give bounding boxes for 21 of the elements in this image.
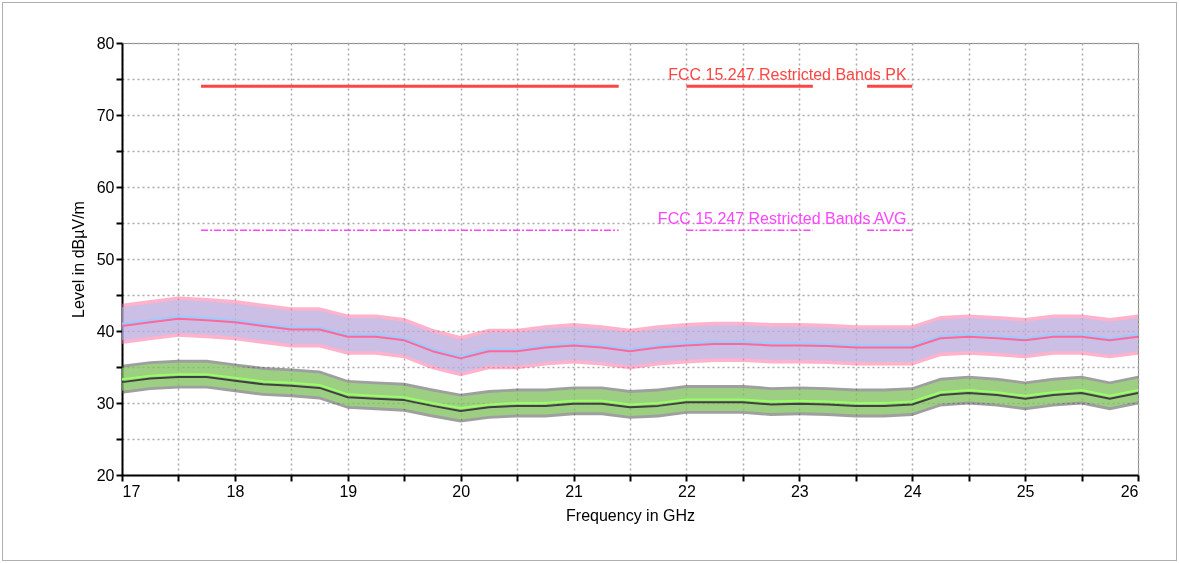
- x-tick-label: 17: [122, 482, 141, 500]
- y-axis-title: Level in dBµV/m: [69, 201, 87, 318]
- x-tick-label: 22: [678, 482, 696, 500]
- y-tick-label: 80: [96, 34, 115, 52]
- x-axis-title: Frequency in GHz: [566, 506, 695, 524]
- annotation: FCC 15.247 Restricted Bands PK: [668, 66, 907, 84]
- y-tick-label: 30: [96, 394, 115, 412]
- annotation: FCC 15.247 Restricted Bands AVG: [657, 210, 907, 228]
- x-tick-label: 21: [565, 482, 584, 500]
- x-tick-label: 20: [452, 482, 471, 500]
- x-tick-label: 19: [339, 482, 358, 500]
- x-tick-label: 18: [226, 482, 245, 500]
- y-tick-label: 60: [96, 178, 115, 196]
- y-tick-label: 20: [96, 466, 115, 484]
- x-tick-label: 24: [903, 482, 922, 500]
- x-tick-label: 23: [790, 482, 809, 500]
- x-tick-label: 26: [1120, 482, 1139, 500]
- x-tick-label: 25: [1016, 482, 1035, 500]
- y-tick-label: 40: [96, 322, 115, 340]
- y-tick-label: 50: [96, 250, 115, 268]
- y-tick-label: 70: [96, 106, 115, 124]
